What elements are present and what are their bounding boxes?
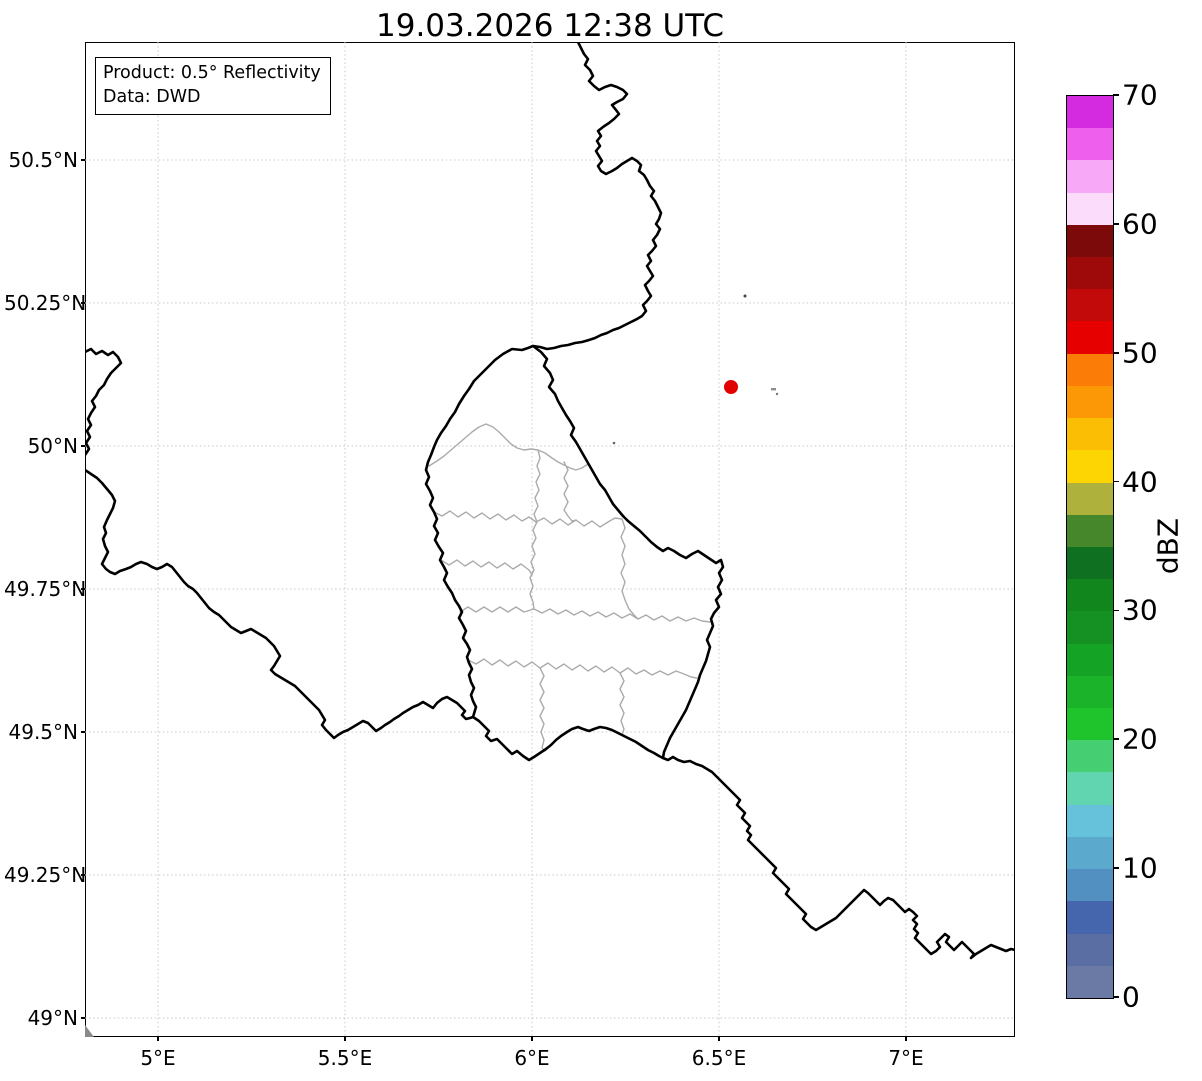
colorbar-band-5dbz (1067, 901, 1113, 934)
corner-fragment (85, 1025, 94, 1037)
border-belgium-france-upper (85, 347, 123, 457)
radar-echo-marker (724, 380, 738, 394)
colorbar-unit-label: dBZ (1151, 517, 1185, 575)
x-tick-label: 5°E (140, 1046, 176, 1070)
colorbar-tick-mark (1113, 223, 1119, 225)
colorbar-tick-mark (1113, 867, 1119, 869)
colorbar-tick-mark (1113, 480, 1119, 483)
x-tick-mark (344, 1037, 346, 1041)
colorbar-tick-mark (1113, 94, 1119, 96)
colorbar-band-47.5dbz (1067, 353, 1113, 386)
colorbar-band-45dbz (1067, 385, 1113, 419)
colorbar-band-15dbz (1067, 772, 1113, 805)
colorbar-tick-label: 60 (1122, 207, 1158, 241)
map-specks (85, 294, 779, 1037)
colorbar-band-55dbz (1067, 256, 1113, 290)
x-tick-label: 6°E (514, 1046, 550, 1070)
colorbar-tick-label: 10 (1122, 851, 1158, 885)
colorbar-band-52.5dbz (1067, 289, 1113, 322)
figure-title: 19.03.2026 12:38 UTC (376, 8, 724, 44)
x-tick-mark (531, 1037, 533, 1041)
y-tick-mark (81, 731, 85, 733)
colorbar-band-10dbz (1067, 836, 1113, 870)
colorbar-tick-mark (1113, 738, 1119, 741)
colorbar-band-35dbz (1067, 514, 1113, 547)
colorbar-tick-mark (1113, 351, 1119, 354)
y-tick-mark (81, 1017, 85, 1019)
colorbar-band-22.5dbz (1067, 675, 1113, 709)
country-borders (85, 42, 1015, 960)
data-source-line: Data: DWD (103, 87, 201, 107)
x-tick-mark (905, 1037, 907, 1041)
colorbar-band-25dbz (1067, 643, 1113, 676)
colorbar-band-12.5dbz (1067, 804, 1113, 837)
colorbar-band-42.5dbz (1067, 418, 1113, 451)
colorbar-band-17.5dbz (1067, 740, 1113, 773)
product-info-box: Product: 0.5° Reflectivity Data: DWD (95, 57, 331, 115)
x-tick-label: 6.5°E (691, 1046, 747, 1070)
colorbar-band-32.5dbz (1067, 546, 1113, 580)
x-tick-label: 5.5°E (317, 1046, 373, 1070)
colorbar-band-37.5dbz (1067, 482, 1113, 515)
border-belgium-germany (531, 42, 663, 351)
colorbar-band-67.5dbz (1067, 95, 1113, 129)
colorbar-band-65dbz (1067, 128, 1113, 161)
y-tick-mark (81, 588, 85, 590)
border-belgium-france (85, 468, 475, 740)
colorbar-band-2.5dbz (1067, 933, 1113, 966)
x-tick-mark (718, 1037, 720, 1041)
plot-area-frame (85, 42, 1015, 1037)
x-tick-mark (157, 1037, 159, 1041)
graticule-gridlines (85, 42, 1015, 1037)
y-tick-label: 49°N (27, 1006, 78, 1030)
y-tick-mark (81, 302, 85, 304)
border-france-germany (661, 755, 1015, 960)
colorbar (1066, 95, 1114, 999)
district-borders (428, 423, 711, 752)
colorbar-tick-label: 30 (1122, 593, 1158, 627)
colorbar-band-27.5dbz (1067, 611, 1113, 644)
y-tick-label: 50.5°N (8, 148, 79, 172)
colorbar-tick-mark (1113, 996, 1119, 998)
colorbar-tick-label: 70 (1122, 78, 1158, 112)
y-tick-label: 50.25°N (4, 291, 87, 315)
colorbar-band-57.5dbz (1067, 224, 1113, 257)
y-tick-label: 50°N (27, 434, 78, 458)
y-tick-mark (81, 445, 85, 447)
colorbar-band-20dbz (1067, 708, 1113, 741)
colorbar-tick-label: 20 (1122, 722, 1158, 756)
colorbar-band-50dbz (1067, 321, 1113, 354)
colorbar-band-7.5dbz (1067, 869, 1113, 902)
x-tick-label: 7°E (888, 1046, 924, 1070)
colorbar-tick-label: 40 (1122, 465, 1158, 499)
colorbar-tick-label: 0 (1122, 980, 1140, 1014)
y-tick-label: 49.25°N (4, 863, 87, 887)
map-canvas (85, 42, 1015, 1037)
y-tick-mark (81, 874, 85, 876)
colorbar-band-60dbz (1067, 192, 1113, 225)
colorbar-band-62.5dbz (1067, 160, 1113, 193)
y-tick-mark (81, 159, 85, 161)
colorbar-tick-mark (1113, 609, 1119, 612)
colorbar-band-30dbz (1067, 579, 1113, 612)
y-tick-label: 49.75°N (4, 577, 87, 601)
y-tick-label: 49.5°N (8, 720, 79, 744)
colorbar-band-0dbz (1067, 965, 1113, 998)
colorbar-band-40dbz (1067, 450, 1113, 483)
product-line: Product: 0.5° Reflectivity (103, 63, 321, 83)
colorbar-tick-label: 50 (1122, 336, 1158, 370)
border-luxembourg (424, 344, 725, 762)
